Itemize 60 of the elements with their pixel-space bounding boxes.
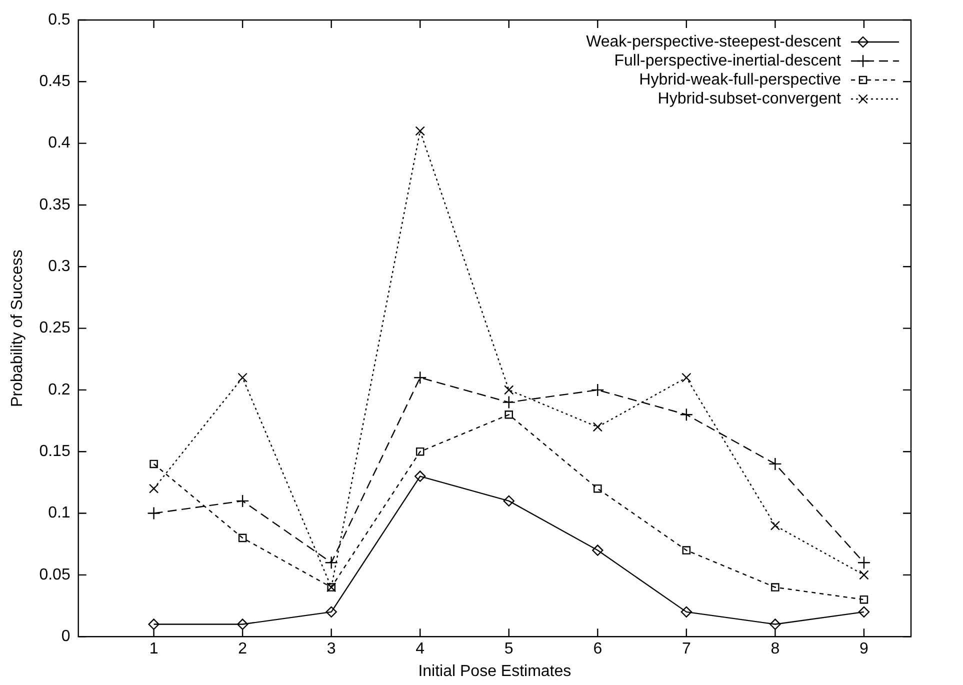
- x-tick-label: 7: [682, 640, 691, 658]
- y-tick-label: 0.3: [48, 258, 70, 276]
- point: [150, 460, 158, 468]
- point: [416, 447, 424, 456]
- point: [591, 383, 604, 397]
- y-tick-label: 0.1: [48, 504, 70, 522]
- point: [768, 457, 782, 471]
- point: [771, 583, 780, 592]
- y-tick-label: 0.5: [48, 11, 70, 28]
- legend-label: Weak-perspective-steepest-descent: [586, 33, 842, 50]
- point: [148, 618, 160, 630]
- y-tick-label: 0.15: [39, 443, 70, 460]
- point: [504, 410, 514, 419]
- x-tick-label: 3: [326, 640, 336, 658]
- y-tick-label: 0.25: [39, 320, 70, 337]
- x-tick-label: 8: [770, 640, 780, 658]
- point: [682, 546, 691, 554]
- point: [502, 396, 516, 409]
- point: [148, 484, 159, 494]
- point: [860, 595, 868, 604]
- point: [857, 556, 871, 570]
- y-tick-label: 0: [61, 628, 70, 646]
- point: [236, 618, 248, 630]
- point: [326, 606, 337, 618]
- point: [503, 495, 514, 507]
- point: [680, 606, 692, 618]
- y-tick-label: 0.35: [39, 196, 70, 214]
- point: [592, 422, 602, 432]
- x-tick-label: 9: [860, 640, 868, 658]
- point: [147, 506, 160, 520]
- legend-label: Hybrid-subset-convergent: [658, 90, 842, 108]
- point: [415, 126, 425, 136]
- point: [238, 372, 248, 382]
- point: [858, 606, 870, 618]
- x-tick-label: 6: [593, 640, 602, 658]
- point: [504, 385, 514, 395]
- point: [680, 408, 694, 422]
- point: [770, 520, 780, 530]
- point: [594, 484, 602, 493]
- y-axis-title: Probability of Success: [9, 250, 26, 408]
- point: [859, 570, 869, 580]
- point: [236, 494, 250, 508]
- point: [592, 544, 604, 556]
- legend-label: Hybrid-weak-full-perspective: [639, 71, 842, 88]
- point: [324, 556, 338, 570]
- x-tick-label: 5: [504, 640, 514, 658]
- y-tick-label: 0.4: [48, 134, 70, 152]
- legend-label: Full-perspective-inertial-descent: [614, 52, 842, 70]
- point: [682, 372, 692, 382]
- point: [414, 470, 426, 482]
- y-tick-label: 0.05: [39, 566, 70, 584]
- point: [238, 534, 247, 542]
- x-tick-label: 1: [149, 640, 158, 658]
- y-tick-label: 0.45: [39, 73, 70, 90]
- point: [770, 618, 781, 630]
- y-tick-label: 0.2: [48, 381, 70, 398]
- x-axis-title: Initial Pose Estimates: [418, 662, 572, 680]
- x-tick-label: 2: [238, 640, 248, 658]
- point: [414, 371, 427, 384]
- x-tick-label: 4: [416, 640, 425, 658]
